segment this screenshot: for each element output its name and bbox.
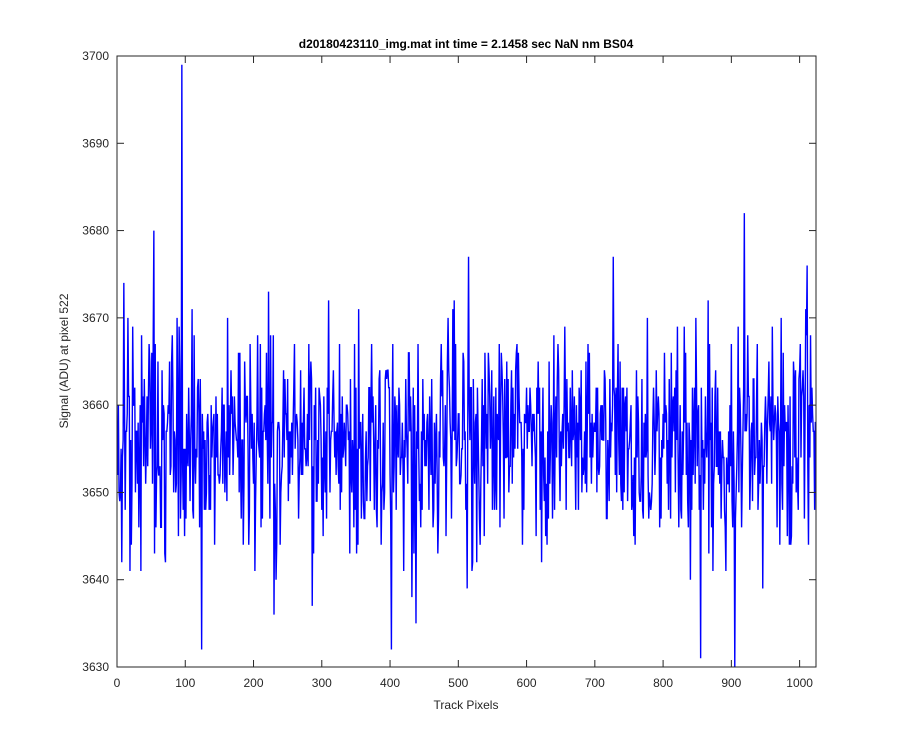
y-axis-label: Signal (ADU) at pixel 522	[57, 293, 71, 428]
x-tick-label: 300	[312, 676, 332, 690]
x-tick-label: 0	[114, 676, 121, 690]
y-tick-label: 3640	[82, 573, 109, 587]
series-line	[116, 64, 817, 668]
series-layer	[116, 64, 817, 668]
y-tick-label: 3670	[82, 311, 109, 325]
y-ticks: 3630 3640 3650 3660 3670 3680 3690 3700	[82, 49, 816, 674]
x-tick-label: 900	[721, 676, 741, 690]
x-tick-label: 500	[448, 676, 468, 690]
y-tick-label: 3660	[82, 398, 109, 412]
x-tick-label: 1000	[786, 676, 813, 690]
y-tick-label: 3630	[82, 660, 109, 674]
x-ticks: 0 100 200 300 400 500 600 700 800 900 1000	[114, 56, 813, 690]
x-tick-label: 600	[517, 676, 537, 690]
x-tick-label: 700	[585, 676, 605, 690]
y-tick-label: 3650	[82, 485, 109, 499]
chart-title: d20180423110_img.mat int time = 2.1458 s…	[299, 37, 634, 51]
y-tick-label: 3690	[82, 136, 109, 150]
x-tick-label: 800	[653, 676, 673, 690]
y-tick-label: 3680	[82, 224, 109, 238]
x-axis-label: Track Pixels	[434, 698, 499, 712]
y-tick-label: 3700	[82, 49, 109, 63]
axes-box	[116, 55, 817, 668]
x-tick-label: 200	[244, 676, 264, 690]
x-tick-label: 400	[380, 676, 400, 690]
x-tick-label: 100	[175, 676, 195, 690]
